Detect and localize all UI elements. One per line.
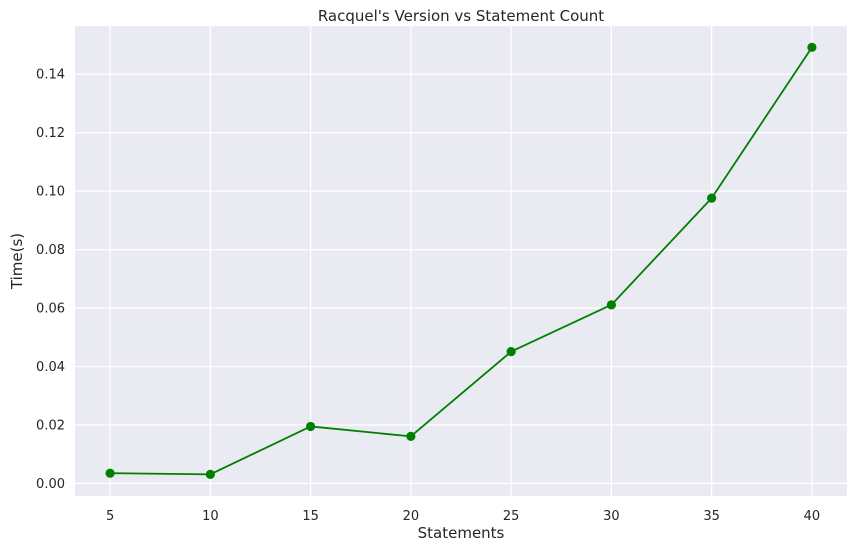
data-point [707,193,717,203]
series-line [110,46,813,476]
y-tick-label: 0.04 [36,360,65,375]
x-tick-label: 15 [302,509,319,524]
data-point [606,300,616,310]
y-tick-label: 0.14 [36,68,65,83]
x-tick-label: 25 [503,509,520,524]
y-tick-label: 0.08 [36,243,65,258]
x-tick-label: 10 [202,509,219,524]
y-axis-label: Time(s) [8,233,26,290]
data-point [807,42,817,52]
data-point [306,421,316,432]
data-point [205,469,215,479]
data-point [506,347,516,357]
x-tick-label: 30 [603,509,620,524]
y-ticks: 0.00 0.02 0.04 0.06 0.08 0.10 0.12 0.14 [36,68,65,492]
chart-title: Racquel's Version vs Statement Count [318,7,604,25]
grid [75,26,847,496]
y-tick-label: 0.02 [36,418,65,433]
y-tick-label: 0.10 [36,185,65,200]
series-layer [105,42,817,479]
x-tick-label: 5 [106,509,114,524]
x-tick-label: 35 [703,509,720,524]
x-tick-label: 20 [403,509,420,524]
x-tick-label: 40 [804,509,821,524]
x-ticks: 5 10 15 20 25 30 35 40 [106,509,820,524]
plot-area [75,26,847,496]
y-tick-label: 0.06 [36,302,65,317]
y-tick-label: 0.12 [36,126,65,141]
data-point [105,468,115,478]
data-point [406,431,416,441]
y-tick-label: 0.00 [36,477,65,492]
x-axis-label: Statements [418,524,505,542]
